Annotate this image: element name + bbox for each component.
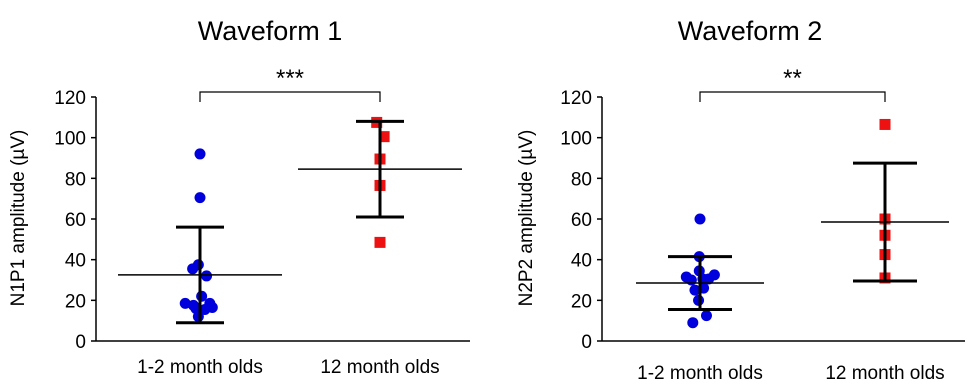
data-point [374,236,386,248]
x-tick-label: 12 month olds [320,357,439,378]
chart-title: Waveform 2 [678,16,823,46]
significance-bracket [199,91,381,102]
x-tick-label: 1-2 month olds [137,357,263,378]
y-tick-label: 20 [571,291,592,312]
data-point [192,259,204,271]
data-point [194,192,206,204]
y-tick-label: 0 [581,332,592,353]
panel-waveform-2: Waveform 2 N2P2 amplitude (µV) 0 20 40 60 80… [516,16,965,384]
data-point [708,269,720,281]
y-tick-label: 120 [560,88,592,109]
data-point [694,213,706,225]
y-axis-label: N2P2 amplitude (µV) [516,130,537,307]
data-point [689,284,701,296]
data-point [206,301,218,313]
y-tick-label: 100 [560,129,592,150]
y-tick-label: 40 [571,251,592,272]
data-point [879,118,891,130]
data-point [700,310,712,322]
data-point [685,274,697,286]
y-tick-label: 20 [65,291,86,312]
data-point [378,131,390,143]
y-tick-label: 60 [571,210,592,231]
data-point [194,148,206,160]
data-point [201,270,213,282]
y-tick-label: 100 [54,129,86,150]
y-tick-label: 80 [571,169,592,190]
x-tick-label: 1-2 month olds [637,363,763,384]
significance-bracket [699,91,886,102]
significance-label: *** [276,65,304,92]
y-axis-label: N1P1 amplitude (µV) [8,130,29,307]
x-tick-label: 12 month olds [825,363,944,384]
y-tick-label: 60 [65,210,86,231]
panel-waveform-1: Waveform 1 N1P1 amplitude (µV) 0 20 40 60 80… [8,16,470,378]
y-tick-label: 80 [65,169,86,190]
y-tick-label: 120 [54,88,86,109]
data-point [687,317,699,329]
y-tick-label: 40 [65,251,86,272]
data-point [192,311,204,323]
y-tick-label: 0 [75,332,86,353]
chart-title: Waveform 1 [198,16,343,46]
significance-label: ** [783,65,802,92]
